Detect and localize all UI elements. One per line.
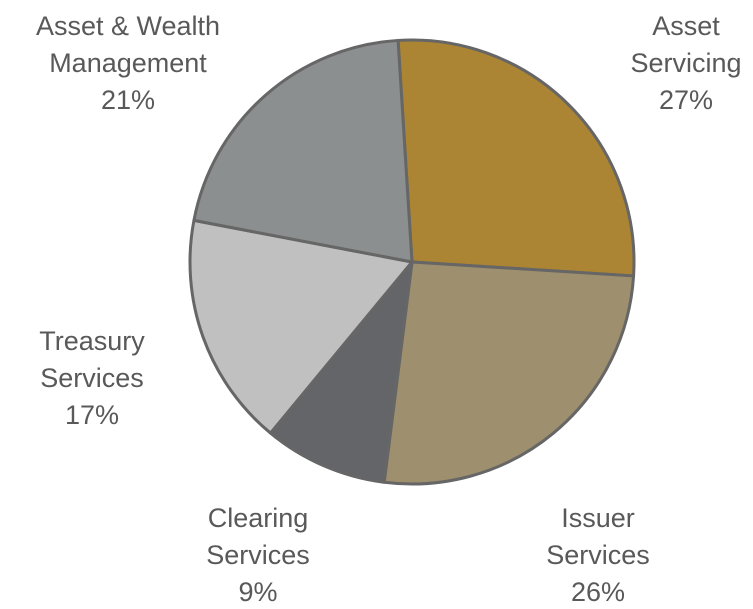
slice-label: Asset Servicing 27% [611,8,753,119]
value-label: 27% [658,85,714,115]
category-label: Treasury Services [39,326,145,393]
slice-label: Treasury Services 17% [17,323,167,434]
category-label: Clearing Services [206,503,310,570]
pie-slice [382,260,636,486]
pie-slice [192,38,414,264]
slice-label: Asset & Wealth Management 21% [8,8,248,119]
pie-slice [188,218,414,435]
category-label: Issuer Services [546,503,650,570]
slice-label: Clearing Services 9% [183,500,333,609]
pie-slice [268,260,414,484]
category-label: Asset & Wealth Management [35,11,221,78]
pie-slice [396,38,636,278]
slice-label: Issuer Services 26% [523,500,673,609]
value-label: 21% [100,85,156,115]
value-label: 17% [64,400,120,430]
value-label: 26% [570,577,626,607]
value-label: 9% [238,577,278,607]
category-label: Asset Servicing [630,11,742,78]
